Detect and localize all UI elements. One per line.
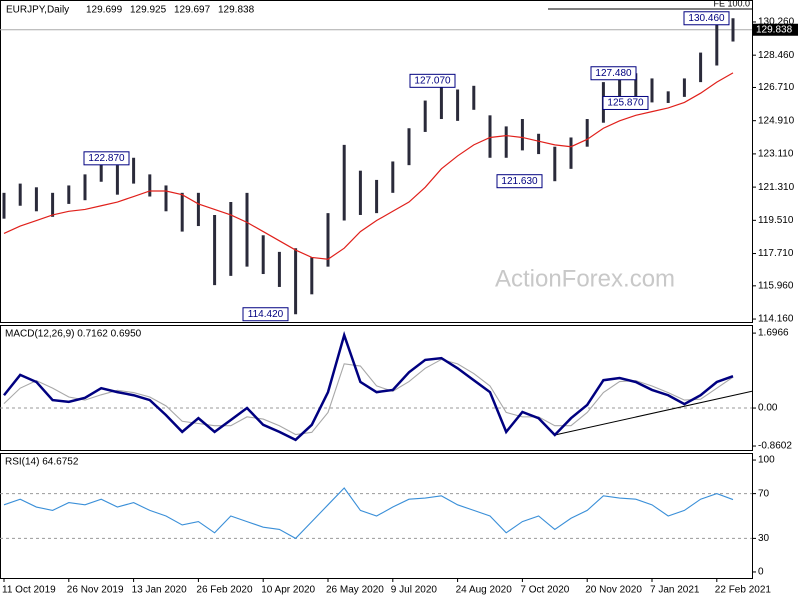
price-annotation: 121.630 [501,176,538,187]
last-price-box [752,23,798,36]
trendline [554,390,753,436]
x-tick-label: 7 Jan 2021 [650,585,700,596]
x-tick-label: 26 Nov 2019 [67,585,124,596]
y-tick-label: 128.460 [758,50,795,61]
price-annotation: 127.480 [595,68,632,79]
x-tick-label: 26 Feb 2020 [196,585,253,596]
price-annotation: 125.870 [607,98,644,109]
x-tick-label: 24 Aug 2020 [456,585,513,596]
y-tick-label: 124.910 [758,115,795,126]
ohlc-low: 129.697 [174,5,211,16]
price-annotation-box [590,66,637,81]
x-tick-label: 11 Oct 2019 [2,585,56,596]
y-tick-label: 119.510 [758,215,794,226]
price-annotation-box [496,174,543,189]
symbol-label: EURJPY,Daily [6,5,69,16]
price-annotation-box [83,151,130,166]
price-annotation: 114.420 [248,309,284,320]
price-annotation-box [683,11,730,26]
price-annotation-box [602,95,649,110]
x-tick-label: 13 Jan 2020 [132,585,187,596]
x-tick-label: 20 Nov 2020 [585,585,642,596]
price-annotation: 130.460 [688,13,725,24]
x-tick-label: 9 Jul 2020 [391,585,438,596]
x-tick-label: 10 Apr 2020 [261,585,315,596]
y-tick-label: 117.710 [758,248,794,259]
price-annotation-box [409,73,456,88]
x-tick-label: 7 Oct 2020 [520,585,569,596]
indicator-line [3,487,734,540]
indicator-line [3,330,734,442]
y-tick-label: 70 [758,488,770,499]
y-tick-label: 0.00 [758,403,778,414]
last-price-label: 129.838 [756,24,793,35]
ohlc-close: 129.838 [218,5,255,16]
x-tick-label: 22 Feb 2021 [715,585,772,596]
price-annotation-box [242,307,289,322]
y-tick-label: 0 [758,567,764,578]
indicator-line [3,358,734,436]
panel-title: MACD(12,26,9) 0.7162 0.6950 [5,329,142,340]
ohlc-open: 129.699 [86,5,123,16]
moving-average [3,72,734,260]
y-tick-label: 126.710 [758,82,795,93]
panel-frame [0,453,753,579]
panel-frame [0,0,753,323]
watermark: ActionForex.com [495,265,675,292]
panel-frame [0,325,753,451]
y-tick-label: 100 [758,455,775,466]
y-tick-label: 114.160 [758,314,794,325]
y-tick-label: 30 [758,533,770,544]
y-tick-label: 130.260 [758,17,795,28]
ohlc-high: 129.925 [130,5,167,16]
y-tick-label: 115.960 [758,280,794,291]
y-tick-label: -0.8602 [758,441,792,452]
price-annotation: 122.870 [88,153,125,164]
y-tick-label: 123.110 [758,149,794,160]
price-annotation: 127.070 [414,75,451,86]
y-tick-label: 1.6966 [758,328,789,339]
panel-title: RSI(14) 64.6752 [5,457,79,468]
x-tick-label: 26 May 2020 [326,585,384,596]
y-tick-label: 121.310 [758,182,795,193]
fe-label: FE 100.0 [713,0,750,8]
